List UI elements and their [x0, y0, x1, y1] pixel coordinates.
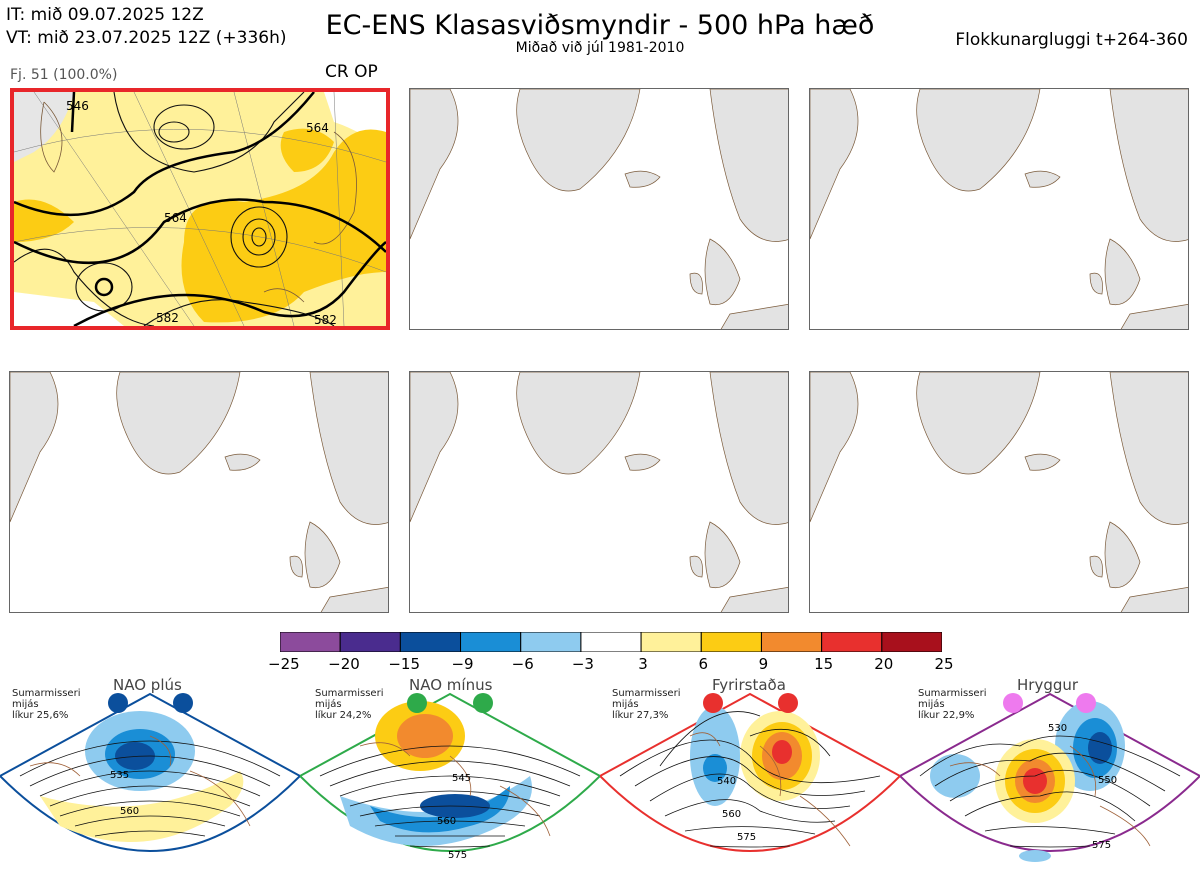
classification-window: Flokkunargluggi t+264-360 [955, 30, 1188, 50]
colorbar-ticks: −25 −20 −15 −9 −6 −3 3 6 9 15 20 25 [262, 655, 962, 675]
colorbar-swatch [640, 632, 702, 652]
colorbar-swatch [821, 632, 883, 652]
regime-label: 575 [737, 832, 756, 843]
regime-note-ridge: Sumarmisseri mijás líkur 22,9% [918, 688, 987, 721]
colorbar-swatch [580, 632, 642, 652]
cluster-map-6[interactable] [809, 371, 1189, 613]
regime-marker-1 [1003, 693, 1023, 713]
colorbar [280, 632, 942, 652]
colorbar-tick-label: 3 [638, 655, 648, 673]
regime-title-nao-minus: NAO mínus [409, 676, 493, 694]
regime-label: 530 [1048, 723, 1067, 734]
regime-label: 540 [717, 776, 736, 787]
regime-marker-1 [407, 693, 427, 713]
colorbar-swatch [460, 632, 522, 652]
colorbar-tick-label: −25 [268, 655, 300, 673]
colorbar-tick-label: −6 [511, 655, 534, 673]
valid-time: VT: mið 23.07.2025 12Z (+336h) [6, 28, 287, 48]
colorbar-swatch [881, 632, 942, 652]
colorbar-tick-label: −20 [328, 655, 360, 673]
cluster-map-2[interactable] [409, 88, 789, 330]
regime-label: 535 [110, 770, 129, 781]
regime-marker-1 [703, 693, 723, 713]
regime-label: 560 [120, 806, 139, 817]
regime-note-nao-minus: Sumarmisseri mijás líkur 24,2% [315, 688, 384, 721]
regime-title-blocking: Fyrirstaða [712, 676, 786, 694]
regime-label: 575 [448, 850, 467, 861]
colorbar-tick-label: −15 [388, 655, 421, 673]
page-subtitle: Miðað við júl 1981-2010 [515, 40, 685, 56]
regime-marker-2 [173, 693, 193, 713]
regime-fan-nao-plus: 535 560 [0, 692, 300, 852]
colorbar-tick-label: 25 [934, 655, 954, 673]
regime-marker-1 [108, 693, 128, 713]
contour-label: 582 [156, 311, 179, 325]
regime-label: 560 [722, 809, 741, 820]
cluster-map-4[interactable] [9, 371, 389, 613]
colorbar-swatch [280, 632, 341, 652]
colorbar-tick-label: 15 [814, 655, 834, 673]
regime-label: 545 [452, 773, 471, 784]
page-title: EC-ENS Klasasviðsmyndir - 500 hPa hæð [325, 10, 875, 41]
colorbar-swatch [339, 632, 401, 652]
regime-label: 550 [1098, 775, 1117, 786]
contour-label: 564 [306, 121, 329, 135]
regime-marker-2 [778, 693, 798, 713]
contour-label: 564 [164, 211, 187, 225]
colorbar-swatch [700, 632, 762, 652]
cluster-map-1[interactable]: 546 564 582 582 564 [10, 88, 390, 330]
issue-time: IT: mið 09.07.2025 12Z [6, 5, 204, 25]
regime-title-ridge: Hryggur [1017, 676, 1079, 694]
regime-note-nao-plus: Sumarmisseri mijás líkur 25,6% [12, 688, 81, 721]
colorbar-swatch [399, 632, 462, 652]
colorbar-tick-label: 6 [698, 655, 709, 673]
regime-marker-2 [1076, 693, 1096, 713]
regime-fan-blocking: 540 560 575 [600, 692, 900, 852]
header-info: IT: mið 09.07.2025 12Z VT: mið 23.07.202… [6, 4, 287, 50]
regime-title-nao-plus: NAO plús [113, 676, 182, 694]
contour-label: 582 [314, 313, 337, 326]
colorbar-tick-label: 20 [874, 655, 894, 673]
regime-note-blocking: Sumarmisseri mijás líkur 27,3% [612, 688, 681, 721]
regime-marker-2 [473, 693, 493, 713]
contour-label: 546 [66, 99, 89, 113]
regime-fan-ridge: 530 550 575 [900, 692, 1200, 862]
regime-label: 560 [437, 816, 456, 827]
colorbar-tick-label: 9 [758, 655, 769, 673]
regime-fan-nao-minus: 545 560 575 [300, 692, 600, 861]
colorbar-swatch [760, 632, 823, 652]
colorbar-tick-label: −9 [451, 655, 474, 673]
colorbar-swatch [520, 632, 582, 652]
cluster-tag: CR OP [325, 62, 378, 82]
cluster-map-3[interactable] [809, 88, 1189, 330]
colorbar-tick-label: −3 [571, 655, 594, 673]
cluster-map-5[interactable] [409, 371, 789, 613]
regime-label: 575 [1092, 840, 1111, 851]
cluster-members: Fj. 51 (100.0%) [10, 67, 118, 83]
